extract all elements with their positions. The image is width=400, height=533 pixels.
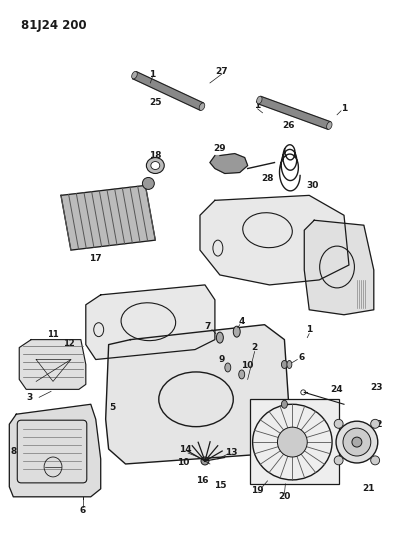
Text: 22: 22 [370, 419, 383, 429]
Polygon shape [19, 340, 86, 389]
Text: 17: 17 [90, 254, 102, 263]
Ellipse shape [334, 456, 343, 465]
Polygon shape [304, 220, 374, 315]
Text: 1: 1 [149, 69, 156, 78]
Text: 3: 3 [26, 393, 32, 402]
Text: 1: 1 [341, 104, 347, 114]
Text: 8: 8 [10, 447, 16, 456]
Polygon shape [106, 325, 289, 464]
Text: 1: 1 [306, 325, 312, 334]
Text: 9: 9 [219, 355, 225, 364]
Text: 6: 6 [80, 506, 86, 515]
Ellipse shape [282, 400, 287, 408]
Polygon shape [258, 96, 331, 130]
Ellipse shape [352, 437, 362, 447]
Text: 12: 12 [63, 339, 75, 348]
Ellipse shape [336, 421, 378, 463]
Ellipse shape [151, 161, 160, 169]
Ellipse shape [282, 360, 287, 368]
Ellipse shape [343, 428, 371, 456]
Polygon shape [61, 185, 155, 250]
Ellipse shape [142, 177, 154, 189]
Ellipse shape [201, 457, 209, 465]
Text: 15: 15 [214, 481, 226, 490]
Polygon shape [210, 154, 248, 173]
Ellipse shape [327, 122, 332, 130]
Ellipse shape [371, 456, 380, 465]
Text: 30: 30 [306, 181, 318, 190]
Polygon shape [133, 71, 204, 110]
Ellipse shape [371, 419, 380, 429]
Text: 27: 27 [216, 67, 228, 76]
Ellipse shape [287, 360, 292, 368]
Text: 5: 5 [110, 403, 116, 412]
Text: 16: 16 [196, 477, 208, 486]
Ellipse shape [225, 363, 231, 372]
Text: 18: 18 [149, 151, 162, 160]
Ellipse shape [199, 103, 205, 110]
Text: 13: 13 [226, 448, 238, 457]
Text: 10: 10 [177, 458, 189, 467]
Text: 11: 11 [47, 330, 59, 339]
Ellipse shape [216, 332, 223, 343]
Text: 1: 1 [254, 101, 261, 110]
Ellipse shape [239, 370, 245, 379]
FancyBboxPatch shape [250, 399, 339, 484]
Polygon shape [9, 404, 101, 497]
Ellipse shape [257, 96, 262, 104]
Text: 81J24 200: 81J24 200 [21, 19, 87, 33]
Text: 14: 14 [179, 445, 192, 454]
Polygon shape [200, 196, 349, 285]
Text: 20: 20 [278, 492, 290, 502]
Text: 2: 2 [252, 343, 258, 352]
Text: 4: 4 [238, 317, 245, 326]
Text: 21: 21 [362, 484, 375, 494]
Text: 26: 26 [282, 121, 295, 130]
Text: 24: 24 [331, 385, 343, 394]
Ellipse shape [233, 326, 240, 337]
Ellipse shape [132, 71, 137, 79]
Text: 10: 10 [242, 361, 254, 370]
Ellipse shape [146, 158, 164, 173]
Text: 28: 28 [261, 174, 274, 183]
Ellipse shape [334, 419, 343, 429]
Polygon shape [86, 285, 215, 360]
Text: 29: 29 [214, 144, 226, 153]
Ellipse shape [278, 427, 307, 457]
Text: 25: 25 [149, 99, 162, 107]
Text: 6: 6 [298, 353, 304, 362]
Text: 19: 19 [251, 486, 264, 495]
Text: 23: 23 [370, 383, 383, 392]
Text: 7: 7 [205, 322, 211, 331]
